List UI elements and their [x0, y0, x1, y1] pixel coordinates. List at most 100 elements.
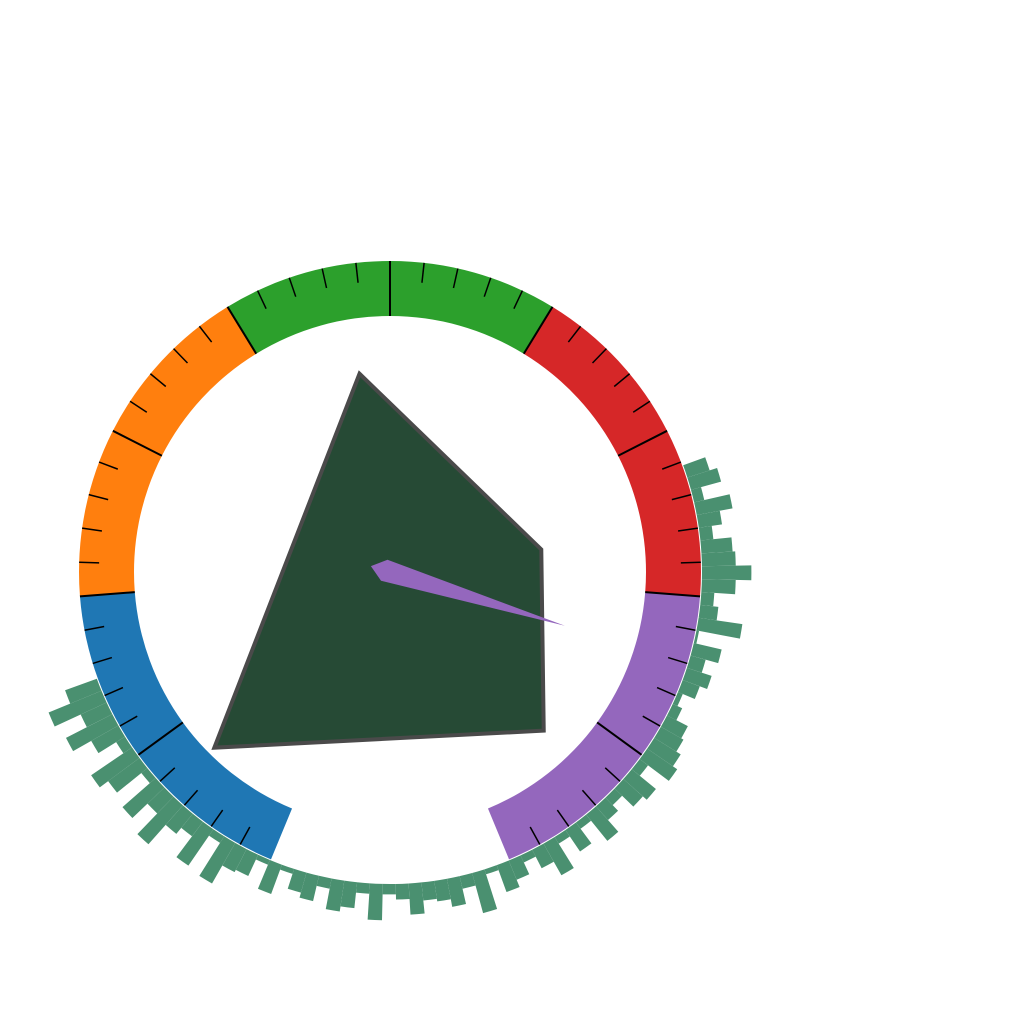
histogram-bar: [299, 872, 319, 902]
minor-tick: [119, 715, 138, 727]
gauge-ticks: [79, 261, 701, 845]
histogram-ring: [48, 457, 752, 921]
histogram-bar: [605, 788, 623, 806]
histogram-bar: [356, 882, 370, 894]
histogram-bar: [446, 876, 467, 907]
histogram-bar: [48, 690, 107, 727]
histogram-bar: [421, 880, 437, 901]
histogram-bar: [614, 779, 643, 807]
histogram-bar: [595, 797, 619, 821]
minor-tick: [355, 262, 359, 283]
major-tick: [226, 306, 258, 355]
minor-tick: [556, 809, 570, 827]
minor-tick: [656, 686, 676, 697]
minor-tick: [149, 373, 167, 388]
major-tick: [645, 591, 701, 598]
histogram-bar: [586, 806, 619, 841]
minor-tick: [288, 277, 297, 297]
minor-tick: [613, 373, 631, 388]
minor-tick: [483, 277, 492, 297]
histogram-bar: [91, 747, 140, 788]
histogram-bar: [147, 787, 174, 814]
minor-tick: [581, 789, 597, 806]
histogram-bar: [340, 880, 358, 909]
minor-tick: [604, 767, 621, 782]
histogram-bar: [654, 726, 684, 752]
radar-polygon-layer: [211, 370, 546, 750]
histogram-bar: [693, 630, 700, 644]
major-tick: [522, 306, 554, 355]
histogram-bar: [696, 617, 743, 639]
histogram-bar: [181, 813, 203, 837]
minor-tick: [671, 493, 692, 501]
minor-tick: [567, 325, 582, 343]
histogram-bar: [80, 702, 113, 728]
histogram-bar: [677, 680, 700, 700]
histogram-bar: [280, 864, 295, 874]
histogram-bar: [686, 655, 706, 673]
gauge-needle: [370, 559, 565, 626]
minor-tick: [680, 561, 701, 564]
major-tick: [79, 591, 135, 598]
minor-tick: [239, 826, 251, 845]
histogram-bar: [690, 487, 705, 503]
major-tick: [137, 721, 184, 756]
histogram-bar: [639, 748, 678, 781]
histogram-bar: [459, 872, 476, 889]
minor-tick: [667, 656, 688, 665]
histogram-bar: [472, 869, 498, 914]
minor-tick: [642, 715, 661, 727]
minor-tick: [104, 686, 124, 697]
major-tick: [617, 429, 668, 457]
minor-tick: [198, 325, 213, 343]
histogram-bar: [623, 769, 656, 800]
minor-tick: [529, 826, 541, 845]
minor-tick: [81, 527, 103, 532]
minor-tick: [129, 400, 148, 413]
histogram-bar: [257, 859, 282, 894]
minor-tick: [421, 262, 425, 283]
histogram-bar: [484, 865, 499, 875]
histogram-bar: [137, 796, 183, 845]
histogram-bar: [543, 837, 574, 876]
radar-polygon: [211, 370, 546, 750]
histogram-bar: [65, 714, 119, 752]
histogram-bar: [199, 836, 236, 884]
minor-tick: [173, 348, 189, 364]
histogram-bar: [255, 854, 270, 865]
histogram-bar: [108, 757, 148, 793]
minor-tick: [183, 789, 199, 806]
histogram-bar: [575, 814, 592, 829]
minor-tick: [159, 767, 176, 782]
histogram-bar: [408, 882, 425, 915]
histogram-bar: [141, 768, 156, 784]
histogram-bar: [690, 643, 722, 664]
minor-tick: [92, 656, 113, 665]
histogram-bar: [91, 725, 125, 754]
histogram-bar: [660, 715, 688, 739]
histogram-bar: [672, 692, 683, 707]
histogram-bar: [222, 842, 247, 873]
histogram-bar: [176, 821, 214, 866]
histogram-bar: [325, 878, 345, 912]
histogram-bar: [316, 875, 332, 889]
histogram-bar: [694, 494, 733, 516]
minor-tick: [661, 461, 682, 470]
gauge-band-1: [78, 306, 257, 597]
histogram-bar: [565, 822, 592, 852]
minor-tick: [675, 625, 696, 632]
gauge-band-4: [487, 592, 701, 860]
minor-tick: [452, 268, 459, 289]
histogram-bar: [287, 868, 307, 893]
histogram-bar: [508, 855, 530, 880]
minor-tick: [79, 561, 100, 564]
minor-tick: [513, 290, 524, 310]
minor-tick: [321, 268, 328, 289]
histogram-bar: [165, 805, 193, 834]
gauge-band-3: [523, 306, 702, 597]
histogram-bar: [701, 565, 752, 581]
histogram-bar: [532, 843, 554, 869]
histogram-bar: [700, 537, 733, 554]
histogram-bar: [682, 667, 712, 690]
